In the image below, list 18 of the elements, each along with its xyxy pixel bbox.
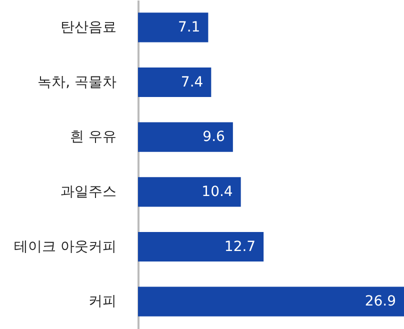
bar: [138, 12, 208, 42]
y-tick-label: 흰 우유: [70, 129, 116, 146]
bar: [138, 67, 212, 98]
data-label: 7.4: [180, 74, 204, 90]
bar: [138, 177, 241, 207]
data-label: 10.4: [202, 184, 233, 200]
data-label: 7.1: [178, 19, 200, 36]
bar: [138, 232, 264, 262]
y-tick-label: 탄산음료: [60, 19, 116, 36]
data-label: 9.6: [202, 129, 226, 146]
data-label: 12.7: [224, 238, 256, 255]
bar: [138, 286, 404, 316]
y-tick-label: 커피: [88, 294, 116, 310]
y-tick-label: 녹차, 곡물차: [38, 74, 116, 90]
bar: [138, 122, 233, 152]
y-tick-label: 테이크 아웃커피: [14, 238, 116, 255]
data-label: 26.9: [364, 294, 396, 310]
y-tick-label: 과일주스: [60, 184, 116, 200]
